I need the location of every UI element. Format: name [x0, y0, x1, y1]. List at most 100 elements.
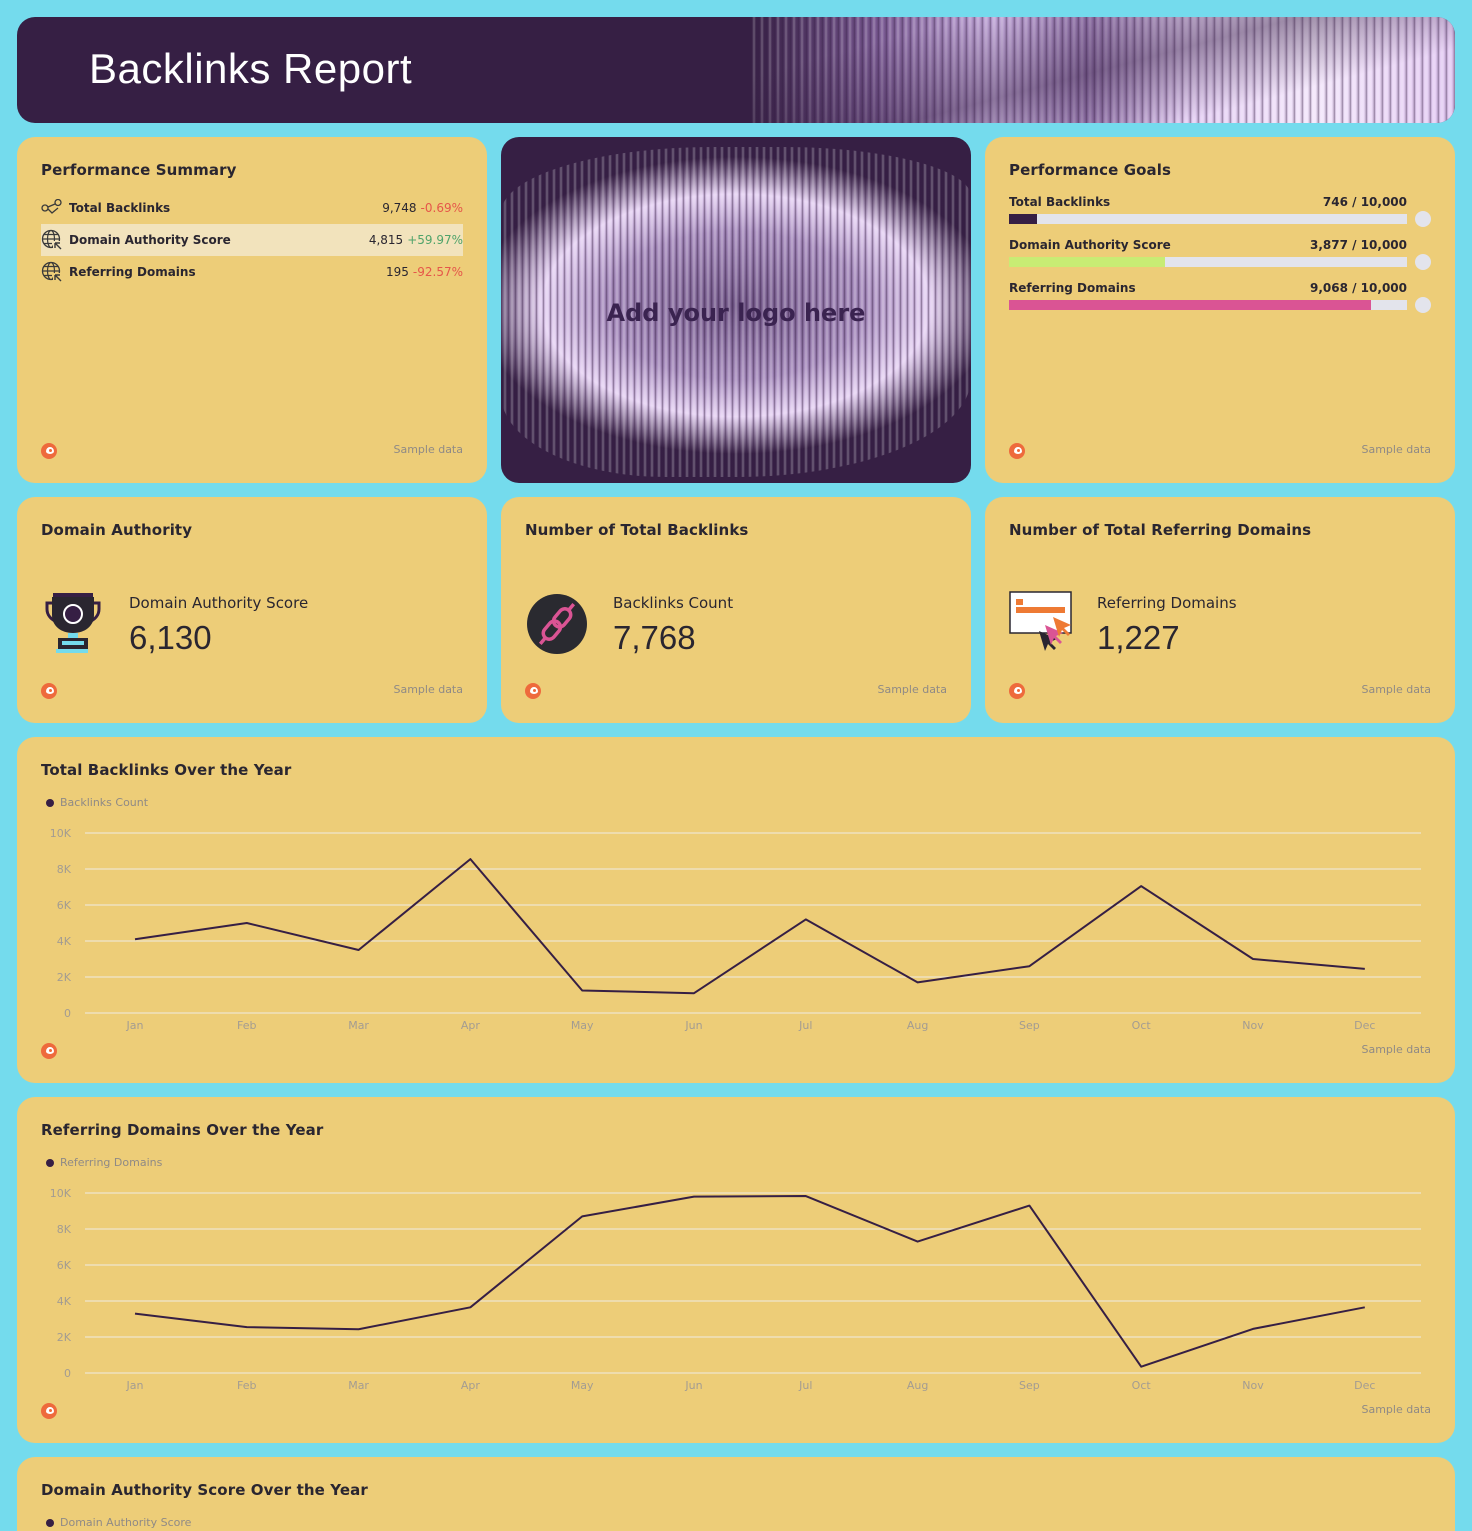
summary-change: -92.57%: [412, 265, 463, 279]
y-tick-label: 0: [64, 1367, 71, 1380]
header-decorative-art: [750, 17, 1455, 123]
kpi-value: 7,768: [613, 619, 696, 656]
y-tick-label: 2K: [57, 1331, 72, 1344]
x-tick-label: May: [571, 1379, 594, 1392]
x-tick-label: Jul: [798, 1379, 812, 1392]
summary-label: Referring Domains: [69, 265, 196, 279]
y-tick-label: 8K: [57, 863, 72, 876]
goal-status-dot: [1415, 254, 1431, 270]
chart-title: Domain Authority Score Over the Year: [41, 1481, 368, 1499]
x-tick-label: Oct: [1132, 1379, 1152, 1392]
globe-cursor-icon: [41, 229, 63, 251]
logo-decorative-art: [501, 147, 971, 477]
y-tick-label: 0: [64, 1007, 71, 1020]
goal-status-dot: [1415, 297, 1431, 313]
card-title: Number of Total Backlinks: [525, 521, 749, 539]
data-source-icon: [41, 443, 57, 459]
data-source-icon: [41, 1403, 57, 1419]
x-tick-label: Mar: [348, 1019, 369, 1032]
kpi-label: Domain Authority Score: [129, 594, 309, 612]
summary-value: 4,815: [368, 233, 404, 247]
kpi-card-referring-domains: Number of Total Referring Domains Referr…: [985, 497, 1455, 723]
goal-value: 746 / 10,000: [1322, 195, 1407, 209]
goal-label: Domain Authority Score: [1009, 238, 1171, 252]
kpi-card-total-backlinks: Number of Total Backlinks Backlinks Coun…: [501, 497, 971, 723]
x-tick-label: Jan: [126, 1019, 144, 1032]
goal-progress-fill: [1009, 257, 1166, 267]
goal-progress-bar: [1009, 300, 1407, 310]
x-tick-label: Aug: [907, 1019, 928, 1032]
x-tick-label: Apr: [461, 1379, 481, 1392]
kpi-label: Backlinks Count: [613, 594, 734, 612]
share-link-icon: [41, 197, 63, 219]
goal-label: Total Backlinks: [1009, 195, 1111, 209]
page-title: Backlinks Report: [89, 45, 413, 92]
legend-dot-icon: [46, 798, 54, 807]
card-title: Domain Authority: [41, 521, 193, 539]
data-source-icon: [525, 683, 541, 699]
summary-row-referring-domains: Referring Domains 195 -92.57%: [41, 256, 463, 288]
chart-legend[interactable]: Domain Authority Score: [46, 1516, 191, 1529]
kpi-value: 1,227: [1097, 619, 1180, 656]
y-tick-label: 6K: [57, 899, 72, 912]
y-tick-label: 8K: [57, 1223, 72, 1236]
performance-summary-card: Performance Summary Total Backlinks 9,74…: [17, 137, 487, 483]
series-line[interactable]: [134, 1195, 1365, 1368]
x-tick-label: Feb: [237, 1019, 256, 1032]
x-tick-label: Jan: [126, 1379, 144, 1392]
card-title: Number of Total Referring Domains: [1009, 521, 1312, 539]
kpi-value: 6,130: [129, 619, 212, 656]
x-tick-label: Mar: [348, 1379, 369, 1392]
x-tick-label: Sep: [1019, 1019, 1040, 1032]
x-tick-label: Dec: [1354, 1379, 1375, 1392]
logo-placeholder-card[interactable]: Add your logo here: [501, 137, 971, 483]
x-tick-label: Nov: [1242, 1019, 1264, 1032]
line-chart[interactable]: 0 2K 4K 6K 8K 10K Jan Feb Mar Apr May Jun Jul Aug Sep O…: [17, 1097, 1455, 1443]
y-tick-label: 2K: [57, 971, 72, 984]
sample-data-label: Sample data: [1361, 1403, 1431, 1416]
report-header: Backlinks Report: [17, 17, 1455, 123]
sample-data-label: Sample data: [877, 683, 947, 696]
goal-progress-fill: [1009, 300, 1372, 310]
x-tick-label: Dec: [1354, 1019, 1375, 1032]
sample-data-label: Sample data: [393, 683, 463, 696]
chart-legend[interactable]: Backlinks Count: [46, 796, 148, 809]
goal-value: 3,877 / 10,000: [1309, 238, 1407, 252]
summary-label: Total Backlinks: [69, 201, 171, 215]
data-source-icon: [41, 1043, 57, 1059]
x-tick-label: Sep: [1019, 1379, 1040, 1392]
y-tick-label: 4K: [57, 1295, 72, 1308]
x-tick-label: Feb: [237, 1379, 256, 1392]
line-chart[interactable]: 0 2K 4K 6K 8K 10K Jan Feb Mar Apr May Jun Jul Aug Sep O…: [17, 737, 1455, 1083]
y-tick-label: 6K: [57, 1259, 72, 1272]
legend-label: Referring Domains: [60, 1156, 163, 1169]
summary-row-total-backlinks: Total Backlinks 9,748 -0.69%: [41, 192, 463, 224]
x-tick-label: Jul: [798, 1019, 812, 1032]
x-tick-label: Jun: [684, 1379, 702, 1392]
x-tick-label: Oct: [1132, 1019, 1152, 1032]
browser-cursor-icon: [1009, 591, 1073, 655]
goal-value: 9,068 / 10,000: [1309, 281, 1407, 295]
chart-card-domain-authority: Domain Authority Score Over the Year Dom…: [17, 1457, 1455, 1531]
link-icon: [525, 592, 589, 656]
goal-progress-bar: [1009, 257, 1407, 267]
summary-value: 195: [386, 265, 409, 279]
data-source-icon: [1009, 443, 1025, 459]
goal-status-dot: [1415, 211, 1431, 227]
summary-change: -0.69%: [420, 201, 463, 215]
sample-data-label: Sample data: [1361, 1043, 1431, 1056]
chart-card-total-backlinks: Total Backlinks Over the Year Backlinks …: [17, 737, 1455, 1083]
kpi-label: Referring Domains: [1097, 594, 1237, 612]
card-title: Performance Goals: [1009, 161, 1172, 179]
summary-change: +59.97%: [407, 233, 463, 247]
chart-title: Total Backlinks Over the Year: [41, 761, 292, 779]
x-tick-label: May: [571, 1019, 594, 1032]
chart-card-referring-domains: Referring Domains Over the Year Referrin…: [17, 1097, 1455, 1443]
chart-legend[interactable]: Referring Domains: [46, 1156, 162, 1169]
series-line[interactable]: [134, 858, 1365, 995]
data-source-icon: [1009, 683, 1025, 699]
x-tick-label: Aug: [907, 1379, 928, 1392]
kpi-card-domain-authority: Domain Authority Domain Authority Score …: [17, 497, 487, 723]
y-tick-label: 10K: [50, 1187, 72, 1200]
legend-dot-icon: [46, 1518, 54, 1527]
